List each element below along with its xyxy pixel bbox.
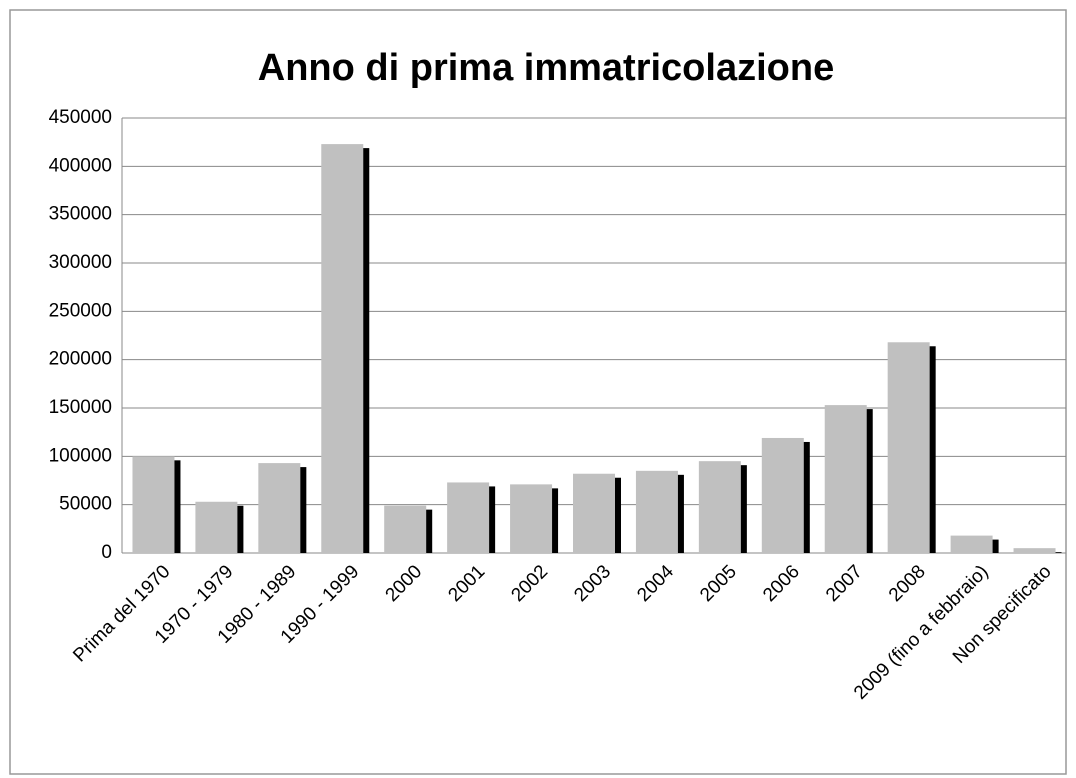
bar bbox=[447, 482, 490, 553]
chart-title: Anno di prima immatricolazione bbox=[258, 47, 834, 89]
bar bbox=[573, 473, 615, 553]
y-tick-label: 250000 bbox=[49, 300, 112, 321]
y-tick-label: 450000 bbox=[49, 107, 112, 128]
bar bbox=[824, 405, 867, 553]
bar bbox=[887, 342, 930, 553]
y-tick-label: 200000 bbox=[49, 349, 112, 370]
y-tick-label: 150000 bbox=[49, 397, 112, 418]
y-tick-label: 300000 bbox=[49, 252, 112, 273]
bar bbox=[384, 505, 427, 553]
y-tick-label: 100000 bbox=[49, 445, 112, 466]
bar bbox=[761, 437, 804, 553]
bar bbox=[698, 461, 741, 553]
y-tick-label: 0 bbox=[101, 542, 112, 563]
bar bbox=[1013, 548, 1056, 553]
bar bbox=[195, 501, 238, 553]
y-tick-label: 400000 bbox=[49, 155, 112, 176]
bar bbox=[258, 463, 301, 553]
bar bbox=[950, 535, 993, 553]
bar bbox=[132, 456, 175, 553]
bar bbox=[510, 484, 553, 553]
bar bbox=[321, 144, 364, 553]
bar bbox=[635, 470, 678, 553]
y-tick-label: 50000 bbox=[59, 494, 112, 515]
y-tick-label: 350000 bbox=[49, 204, 112, 225]
